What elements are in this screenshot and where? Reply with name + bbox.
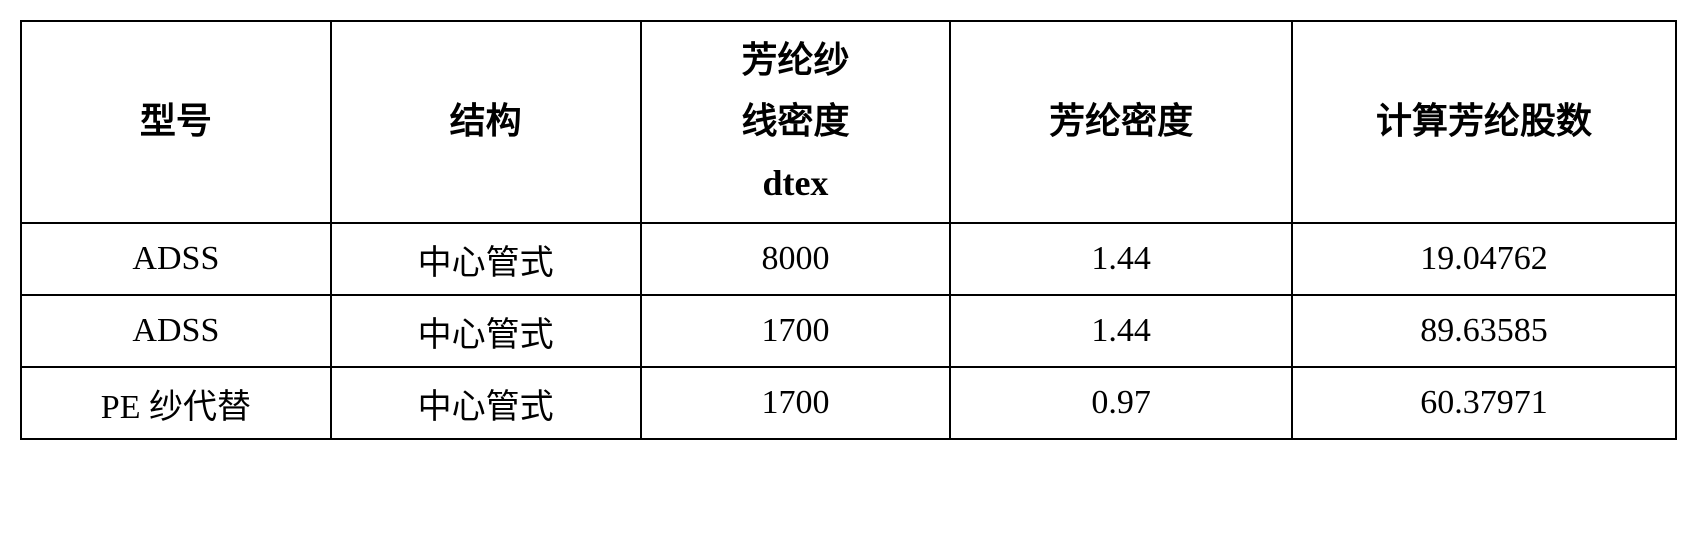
spec-table: 型号 结构 芳纶纱 线密度 dtex 芳纶密度 计算芳纶股数 ADSS 中心管式… [20,20,1677,440]
cell-strand-count: 60.37971 [1292,367,1676,439]
header-yarn-density-line2: 线密度 [741,101,849,141]
cell-model: ADSS [21,223,331,295]
header-yarn-density: 芳纶纱 线密度 dtex [641,21,951,223]
cell-strand-count: 89.63585 [1292,295,1676,367]
cell-strand-count: 19.04762 [1292,223,1676,295]
cell-structure: 中心管式 [331,367,641,439]
cell-yarn-density: 1700 [641,367,951,439]
header-strand-count: 计算芳纶股数 [1292,21,1676,223]
header-yarn-density-line3: dtex [762,163,828,203]
table-row: PE 纱代替 中心管式 1700 0.97 60.37971 [21,367,1676,439]
cell-aramid-density: 1.44 [950,295,1292,367]
table-row: ADSS 中心管式 8000 1.44 19.04762 [21,223,1676,295]
cell-model: PE 纱代替 [21,367,331,439]
header-structure: 结构 [331,21,641,223]
cell-yarn-density: 1700 [641,295,951,367]
header-aramid-density: 芳纶密度 [950,21,1292,223]
cell-structure: 中心管式 [331,295,641,367]
cell-model: ADSS [21,295,331,367]
header-model: 型号 [21,21,331,223]
cell-structure: 中心管式 [331,223,641,295]
table-row: ADSS 中心管式 1700 1.44 89.63585 [21,295,1676,367]
cell-aramid-density: 0.97 [950,367,1292,439]
header-yarn-density-line1: 芳纶纱 [741,40,849,80]
table-header-row: 型号 结构 芳纶纱 线密度 dtex 芳纶密度 计算芳纶股数 [21,21,1676,223]
cell-aramid-density: 1.44 [950,223,1292,295]
cell-yarn-density: 8000 [641,223,951,295]
